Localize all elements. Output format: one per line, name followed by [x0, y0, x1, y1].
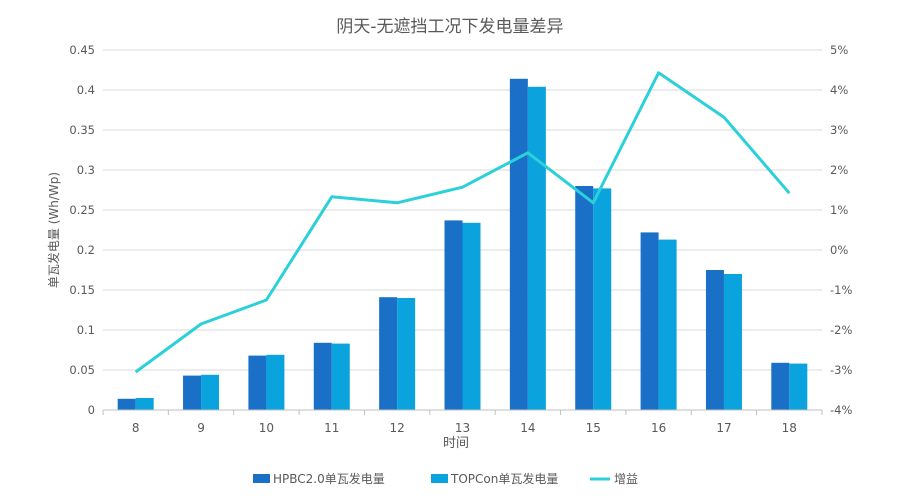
- bar-topcon: [201, 374, 220, 410]
- bars-group: [117, 78, 808, 411]
- y-tick-label: 0.25: [69, 203, 95, 217]
- legend-label: TOPCon单瓦发电量: [450, 471, 558, 486]
- y2-tick-label: -3%: [830, 363, 852, 377]
- x-tick-label: 15: [586, 421, 601, 435]
- y-tick-label: 0: [88, 403, 95, 417]
- gridlines: [103, 49, 822, 371]
- bar-topcon: [789, 363, 808, 410]
- gain-line-group: [134, 71, 791, 374]
- gain-line: [134, 71, 791, 374]
- bar-hpbc: [379, 297, 398, 410]
- bar-topcon: [593, 188, 612, 410]
- y-tick-label: 0.2: [77, 243, 95, 257]
- bar-topcon: [658, 239, 677, 410]
- y-tick-label: 0.4: [77, 83, 95, 97]
- x-tick-label: 8: [132, 421, 140, 435]
- y-axis-title: 单瓦发电量 (Wh/Wp): [46, 172, 61, 288]
- y-tick-label: 0.3: [77, 163, 95, 177]
- y2-tick-label: -2%: [830, 323, 852, 337]
- legend-swatch: [253, 474, 270, 483]
- x-tick-label: 18: [782, 421, 797, 435]
- y2-tick-label: -1%: [830, 283, 852, 297]
- axes: 0 0.05 0.1 0.15 0.2 0.25 0.3 0.35 0.4 0.45 -4% -3% -…: [69, 43, 852, 435]
- y-tick-label: 0.1: [77, 323, 95, 337]
- x-tick-label: 16: [651, 421, 666, 435]
- bar-hpbc: [509, 78, 528, 411]
- bar-topcon: [135, 398, 154, 410]
- y2-tick-label: 5%: [830, 43, 848, 57]
- y2-tick-label: 4%: [830, 83, 848, 97]
- bar-hpbc: [313, 342, 332, 410]
- y2-tick-label: 3%: [830, 123, 848, 137]
- legend: HPBC2.0单瓦发电量 TOPCon单瓦发电量 增益: [253, 471, 638, 486]
- y2-tick-label: -4%: [830, 403, 852, 417]
- legend-swatch: [431, 474, 448, 483]
- x-tick-label: 12: [389, 421, 404, 435]
- bar-topcon: [331, 343, 350, 410]
- y2-tick-label: 2%: [830, 163, 848, 177]
- bar-hpbc: [575, 186, 594, 410]
- bar-topcon: [527, 86, 546, 411]
- y2-tick-label: 0%: [830, 243, 848, 257]
- bar-topcon: [266, 354, 285, 410]
- legend-label: HPBC2.0单瓦发电量: [273, 471, 385, 486]
- x-tick-label: 10: [259, 421, 274, 435]
- bar-hpbc: [117, 398, 136, 410]
- bar-hpbc: [771, 362, 790, 410]
- bar-hpbc: [248, 355, 267, 410]
- legend-label: 增益: [614, 472, 638, 486]
- x-tick-label: 14: [520, 421, 535, 435]
- x-tick-label: 13: [455, 421, 470, 435]
- y-tick-label: 0.15: [69, 283, 95, 297]
- y-tick-label: 0.35: [69, 123, 95, 137]
- bar-hpbc: [640, 232, 659, 410]
- bar-topcon: [723, 274, 742, 410]
- bar-topcon: [397, 298, 416, 410]
- bar-hpbc: [183, 375, 202, 410]
- x-tick-label: 9: [197, 421, 205, 435]
- y-tick-label: 0.05: [69, 363, 95, 377]
- x-axis-title: 时间: [443, 436, 469, 451]
- x-tick-label: 11: [324, 421, 339, 435]
- chart-title: 阴天-无遮挡工况下发电量差异: [336, 17, 563, 37]
- x-tick-label: 17: [716, 421, 731, 435]
- y-tick-label: 0.45: [69, 43, 95, 57]
- bar-topcon: [462, 222, 481, 410]
- bar-hpbc: [705, 270, 724, 410]
- y2-tick-label: 1%: [830, 203, 848, 217]
- bar-hpbc: [444, 220, 463, 410]
